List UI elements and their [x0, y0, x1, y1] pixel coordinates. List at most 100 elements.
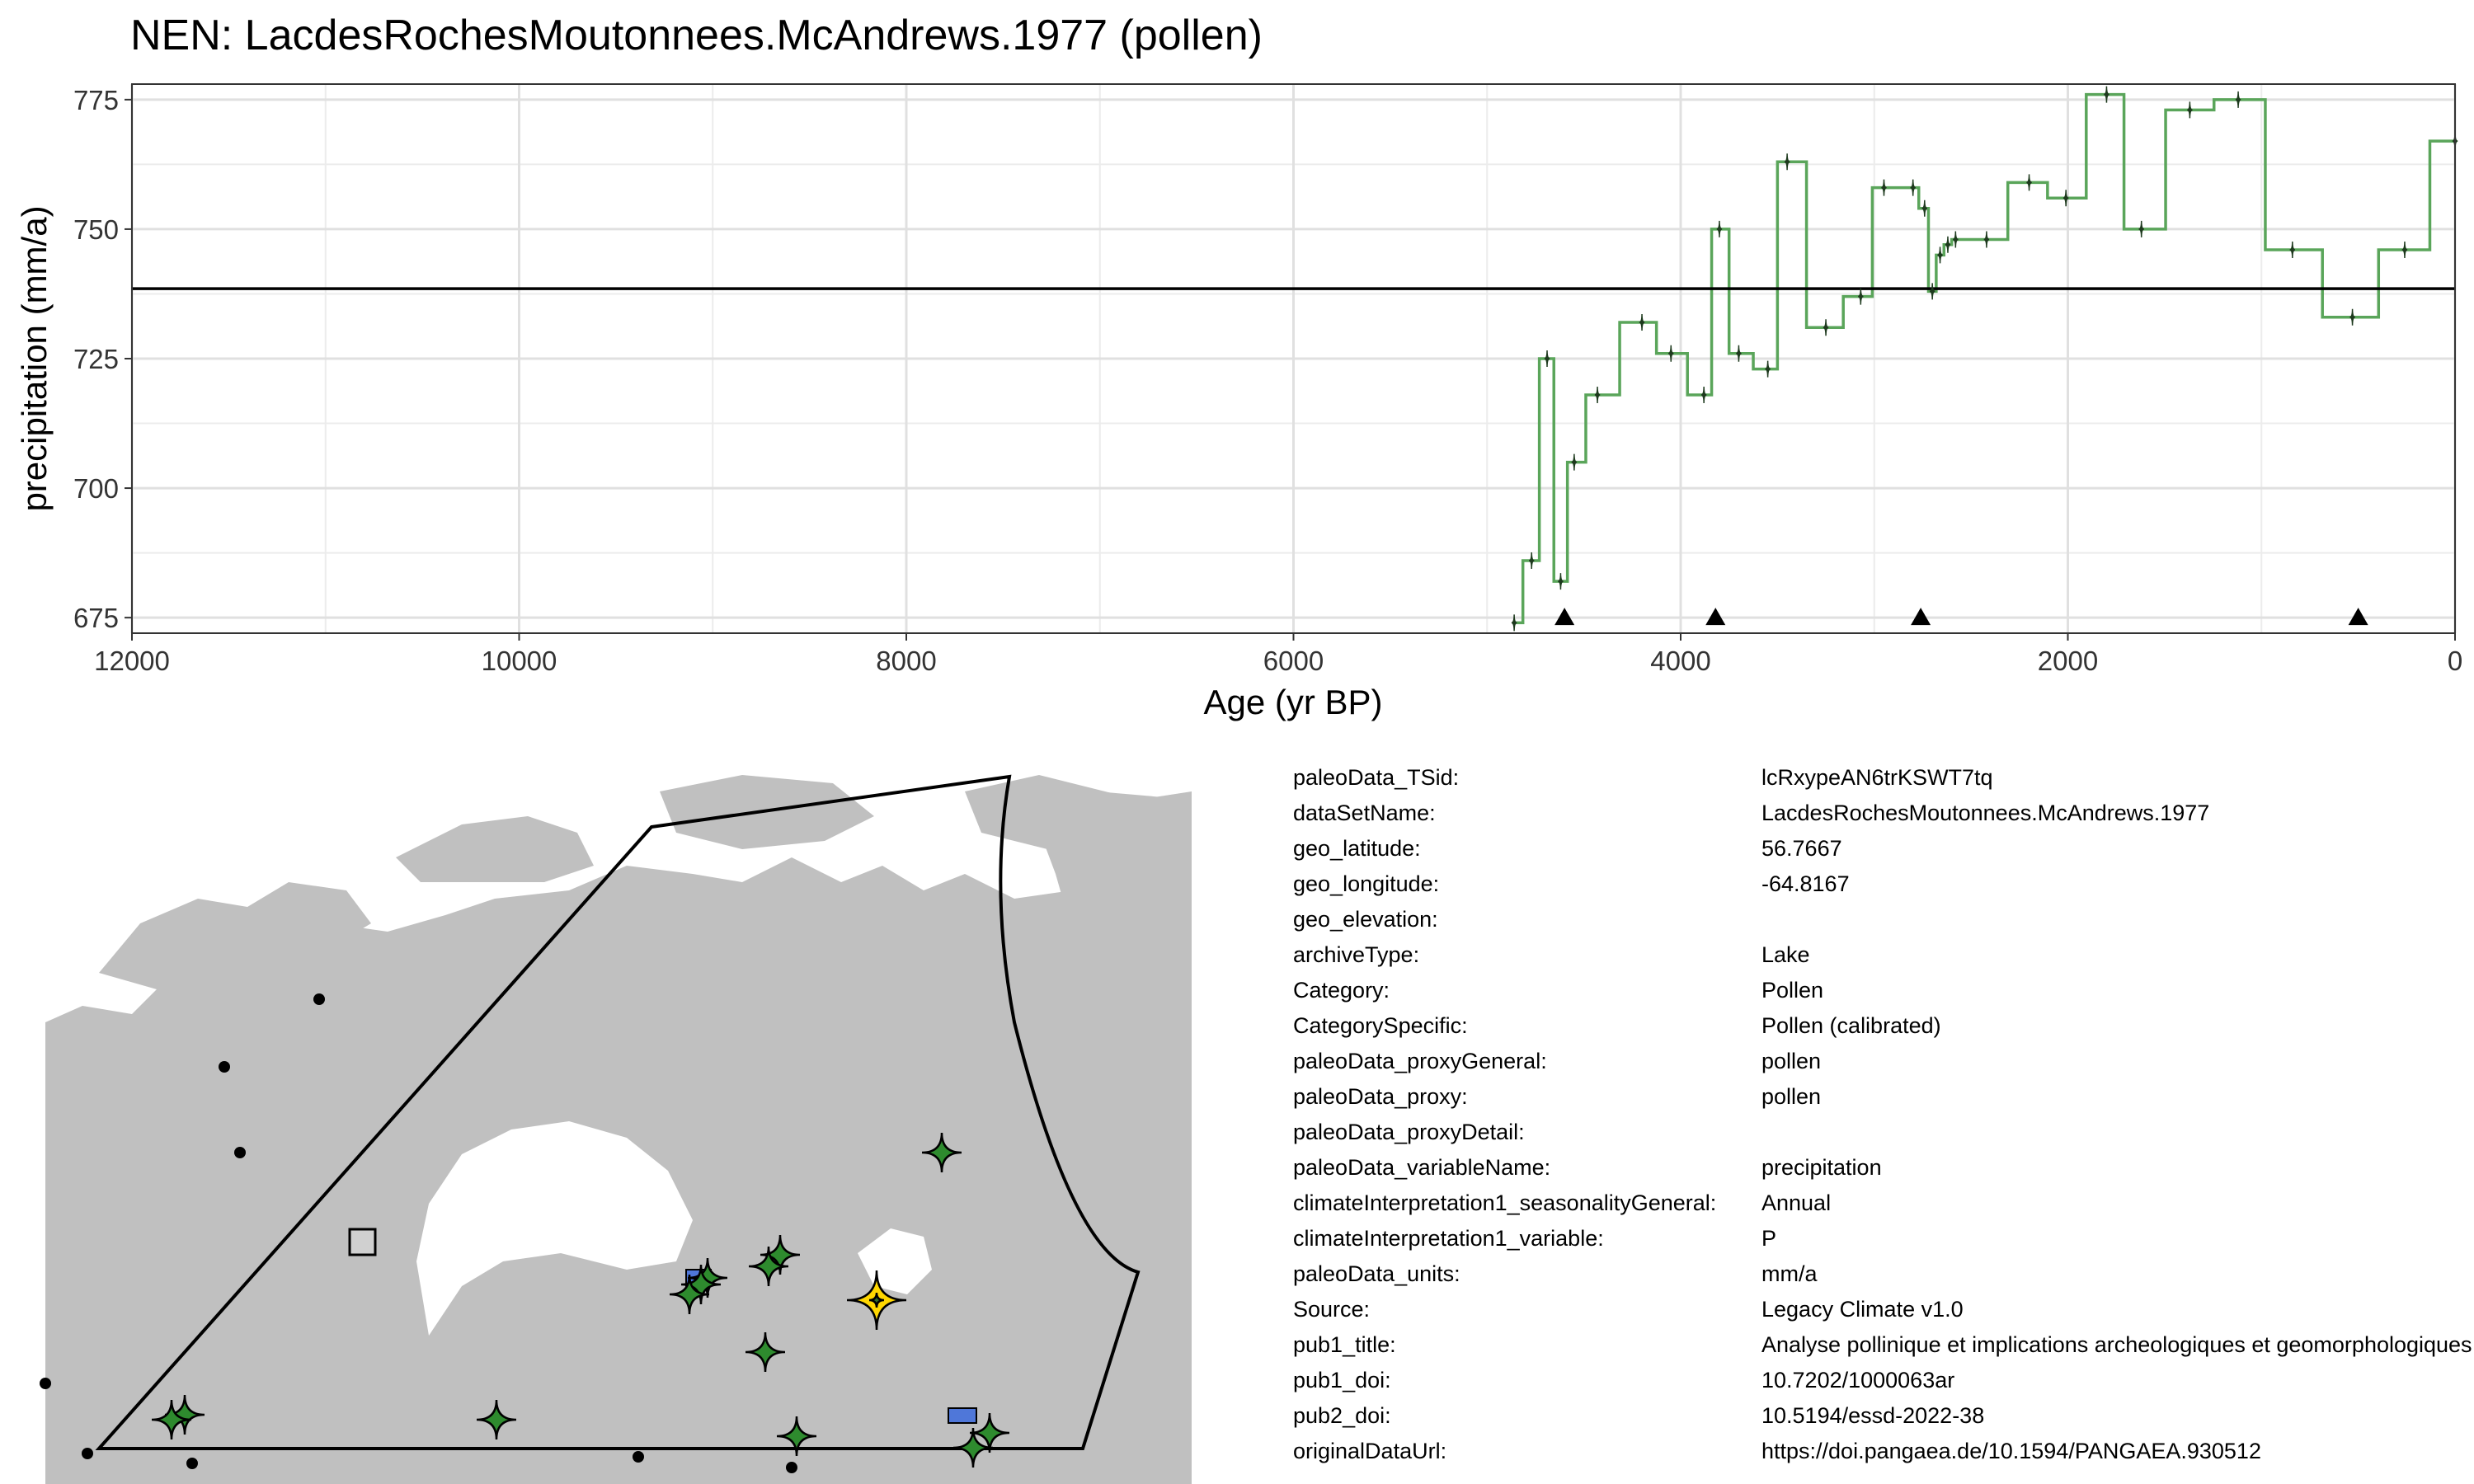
- y-tick-label: 775: [73, 85, 119, 115]
- metadata-key: paleoData_proxyGeneral:: [1293, 1049, 1547, 1073]
- site-point: [234, 1147, 246, 1158]
- metadata-value: Annual: [1761, 1190, 1832, 1215]
- age-control-triangle: [1705, 608, 1726, 626]
- metadata-key: climateInterpretation1_variable:: [1293, 1226, 1604, 1251]
- proxy-site-star: [776, 1416, 817, 1457]
- age-control-triangle: [1911, 608, 1931, 626]
- metadata-key: paleoData_proxyDetail:: [1293, 1120, 1525, 1144]
- undated-site-square: [348, 1228, 377, 1256]
- proxy-site-star: [952, 1427, 994, 1468]
- data-point-marker: [1784, 153, 1790, 171]
- site-point: [786, 1462, 797, 1473]
- data-point-marker: [1921, 200, 1928, 217]
- age-control-triangle: [1554, 608, 1575, 626]
- site-point: [40, 1378, 51, 1389]
- metadata-value: https://doi.pangaea.de/10.1594/PANGAEA.9…: [1761, 1439, 2261, 1463]
- arctic-island: [396, 816, 594, 882]
- chart-title: NEN: LacdesRochesMoutonnees.McAndrews.19…: [130, 12, 1263, 59]
- x-tick-label: 10000: [482, 646, 557, 676]
- metadata-key: climateInterpretation1_seasonalityGenera…: [1293, 1190, 1717, 1215]
- metadata-value: Lake: [1761, 942, 1810, 967]
- metadata-key: geo_latitude:: [1293, 836, 1421, 861]
- metadata-value: Pollen (calibrated): [1761, 1013, 1941, 1038]
- site-point: [633, 1451, 644, 1463]
- proxy-site-stars: [151, 1132, 1010, 1468]
- site-map: [40, 758, 1192, 1484]
- metadata-key: pub1_title:: [1293, 1332, 1396, 1357]
- x-tick-label: 4000: [1650, 646, 1710, 676]
- metadata-key: pub1_doi:: [1293, 1368, 1391, 1392]
- data-point-marker: [1544, 350, 1550, 368]
- x-tick-label: 6000: [1263, 646, 1324, 676]
- site-point: [82, 1448, 93, 1459]
- baffin-island: [759, 907, 915, 1113]
- data-point-marker: [1700, 386, 1707, 403]
- metadata-key: paleoData_variableName:: [1293, 1155, 1551, 1180]
- metadata-value: -64.8167: [1761, 871, 1850, 896]
- proxy-site-star: [921, 1132, 962, 1173]
- metadata-value: LacdesRochesMoutonnees.McAndrews.1977: [1761, 801, 2210, 825]
- greenland-landmass: [1031, 791, 1192, 1072]
- y-axis-title: precipitation (mm/a): [15, 205, 54, 511]
- data-point-marker: [1571, 453, 1578, 471]
- metadata-value: pollen: [1761, 1049, 1822, 1073]
- metadata-key: geo_longitude:: [1293, 871, 1440, 896]
- metadata-key: paleoData_proxy:: [1293, 1084, 1468, 1109]
- proxy-site-star: [969, 1412, 1010, 1453]
- metadata-value: 10.5194/essd-2022-38: [1761, 1403, 1985, 1428]
- proxy-site-star: [745, 1331, 786, 1373]
- proxy-site-star: [748, 1246, 789, 1287]
- other-archive-site: [948, 1407, 977, 1424]
- proxy-site-star: [151, 1399, 192, 1440]
- metadata-value: pollen: [1761, 1084, 1822, 1109]
- data-point-marker: [1765, 360, 1771, 378]
- metadata-key: originalDataUrl:: [1293, 1439, 1447, 1463]
- x-axis-ticks: 12000 10000 8000 6000 4000 2000 0: [94, 633, 2462, 676]
- metadata-value: 10.7202/1000063ar: [1761, 1368, 1955, 1392]
- metadata-key: paleoData_units:: [1293, 1261, 1460, 1286]
- x-tick-label: 0: [2448, 646, 2462, 676]
- metadata-value: Analyse pollinique et implications arche…: [1761, 1332, 2472, 1357]
- metadata-value: Pollen: [1761, 978, 1824, 1003]
- triangle-layer: [1554, 608, 2368, 626]
- site-point: [186, 1458, 198, 1469]
- metadata-key: CategorySpecific:: [1293, 1013, 1468, 1038]
- region-boundary: [95, 774, 1141, 1450]
- proxy-site-star: [476, 1399, 517, 1440]
- metadata-table: paleoData_TSid: lcRxypeAN6trKSWT7tq dataSe…: [1293, 760, 2474, 1484]
- data-point-marker: [2062, 190, 2069, 207]
- y-tick-label: 700: [73, 473, 119, 504]
- metadata-key: Category:: [1293, 978, 1390, 1003]
- metadata-value: mm/a: [1761, 1261, 1818, 1286]
- data-point-marker: [2104, 86, 2109, 103]
- x-tick-label: 2000: [2038, 646, 2098, 676]
- data-point-marker: [1594, 386, 1601, 403]
- data-point-marker: [1881, 179, 1887, 196]
- site-point: [219, 1061, 230, 1073]
- site-point: [313, 993, 325, 1005]
- data-point-marker: [2187, 101, 2193, 119]
- metadata-key: pub2_doi:: [1293, 1403, 1391, 1428]
- metadata-value: P: [1761, 1226, 1777, 1251]
- metadata-key: dataSetName:: [1293, 801, 1436, 825]
- metadata-key: Source:: [1293, 1297, 1371, 1322]
- x-axis-title: Age (yr BP): [1203, 683, 1382, 721]
- metadata-value: precipitation: [1761, 1155, 1882, 1180]
- proxy-site-star: [669, 1274, 710, 1315]
- y-tick-label: 725: [73, 344, 119, 374]
- metadata-value: Legacy Climate v1.0: [1761, 1297, 1964, 1322]
- metadata-key: paleoData_TSid:: [1293, 765, 1460, 790]
- data-point-marker: [2026, 174, 2032, 191]
- data-point-marker: [2235, 91, 2241, 108]
- outside-region-sites: [40, 993, 797, 1473]
- metadata-value: 56.7667: [1761, 836, 1842, 861]
- age-control-triangle: [2348, 608, 2368, 626]
- metadata-key: archiveType:: [1293, 942, 1420, 967]
- y-tick-label: 750: [73, 214, 119, 245]
- metadata-value: lcRxypeAN6trKSWT7tq: [1761, 765, 1993, 790]
- metadata-key: geo_elevation:: [1293, 907, 1438, 932]
- y-tick-label: 675: [73, 603, 119, 633]
- x-tick-label: 8000: [876, 646, 936, 676]
- x-tick-label: 12000: [94, 646, 170, 676]
- y-axis-ticks: 675 700 725 750 775: [73, 85, 132, 633]
